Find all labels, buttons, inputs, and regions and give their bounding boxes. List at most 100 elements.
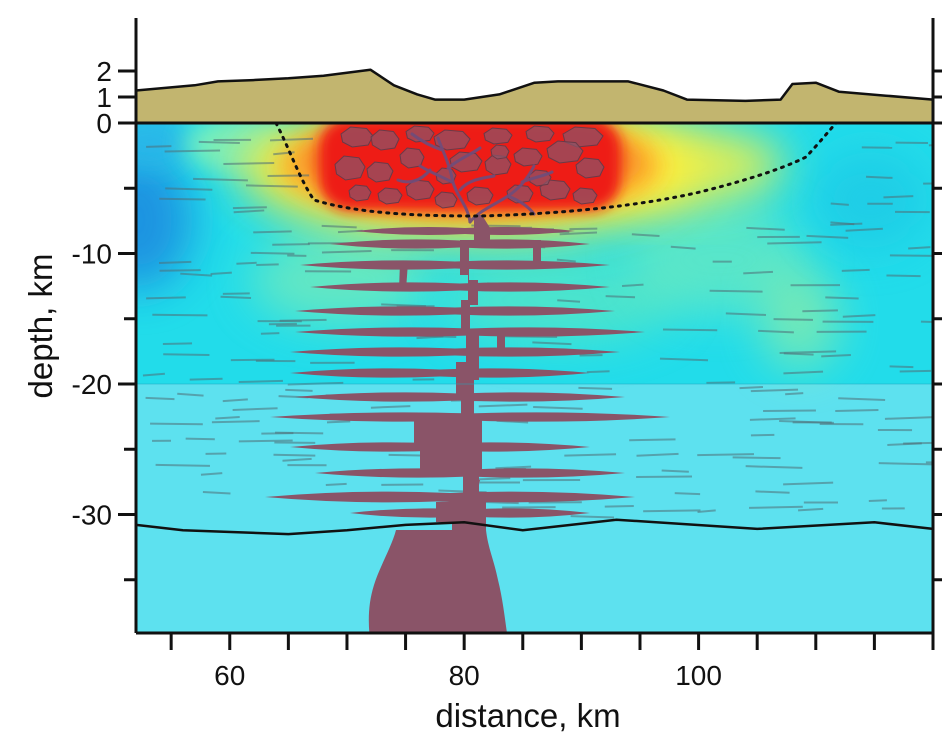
reflector-dash bbox=[745, 465, 803, 469]
reflector-dash bbox=[899, 369, 932, 373]
magma-chamber bbox=[368, 530, 507, 633]
reflector-dash bbox=[532, 341, 572, 346]
reflector-dash bbox=[749, 505, 803, 509]
reflector-dash bbox=[325, 482, 347, 487]
reflector-dash bbox=[783, 481, 834, 486]
reflector-dash bbox=[670, 245, 696, 250]
reflector-dash bbox=[758, 329, 794, 334]
reflector-dash bbox=[779, 419, 834, 424]
reflector-dash bbox=[256, 263, 279, 267]
reflector-dash bbox=[155, 463, 210, 467]
reflector-dash bbox=[750, 388, 799, 393]
reflector-dash bbox=[878, 462, 933, 466]
reflector-dash bbox=[185, 437, 215, 441]
reflector-dash bbox=[643, 509, 701, 513]
melt-pod bbox=[434, 191, 458, 209]
reflector-dash bbox=[564, 453, 617, 457]
reflector-dash bbox=[783, 370, 824, 375]
melt-pod bbox=[546, 140, 584, 164]
reflector-dash bbox=[163, 353, 210, 357]
melt-pod bbox=[405, 125, 435, 143]
reflector-dash bbox=[165, 187, 213, 191]
reflector-dash bbox=[198, 140, 240, 145]
melt-sill bbox=[355, 227, 575, 235]
reflector-dash bbox=[865, 175, 893, 179]
reflector-dash bbox=[223, 162, 275, 166]
reflector-dash bbox=[164, 149, 221, 153]
reflector-dash bbox=[177, 392, 204, 397]
reflector-dash bbox=[152, 313, 208, 317]
melt-pod bbox=[572, 187, 598, 205]
melt-pod bbox=[539, 179, 571, 201]
reflector-dash bbox=[586, 370, 610, 374]
reflector-dash bbox=[661, 469, 689, 473]
melt-pod bbox=[366, 161, 394, 183]
x-axis-ticks: 60 80 100 bbox=[169, 633, 935, 691]
reflector-dash bbox=[908, 246, 931, 250]
reflector-dash bbox=[631, 233, 660, 238]
reflector-dash bbox=[495, 465, 532, 470]
reflector-dash bbox=[835, 409, 879, 413]
reflector-dash bbox=[785, 392, 804, 396]
reflector-dash bbox=[233, 209, 265, 214]
melt-veins bbox=[396, 132, 554, 224]
reflector-dash bbox=[220, 295, 252, 300]
reflector-dash bbox=[604, 505, 634, 508]
lower-crust-layer bbox=[136, 384, 933, 633]
reflector-dash bbox=[245, 184, 298, 188]
reflector-dash bbox=[886, 274, 921, 278]
reflector-dash bbox=[159, 269, 201, 272]
y-tick-label: 0 bbox=[96, 108, 112, 139]
y-axis-ticks: 210 -10 -20 -30 bbox=[72, 56, 942, 582]
reflector-dash bbox=[838, 397, 886, 401]
reflector-dash bbox=[159, 197, 206, 201]
reflector-dash bbox=[920, 320, 934, 323]
x-tick-label: 60 bbox=[214, 660, 245, 691]
reflector-dash bbox=[570, 515, 615, 519]
melt-pod bbox=[370, 129, 400, 151]
reflector-dash bbox=[889, 365, 914, 369]
reflector-dash bbox=[830, 202, 849, 206]
reflector-dash bbox=[806, 234, 849, 239]
reflector-dash bbox=[162, 342, 193, 345]
reflector-dash bbox=[556, 258, 576, 263]
reflector-dash bbox=[285, 388, 313, 392]
reflector-dash bbox=[674, 492, 701, 496]
y-tick-label: 2 bbox=[96, 56, 112, 87]
reflector-dash bbox=[845, 227, 883, 232]
reflector-dash bbox=[889, 254, 934, 257]
reflector-dash bbox=[238, 379, 283, 384]
reflector-dash bbox=[253, 230, 292, 234]
reflector-dash bbox=[697, 509, 716, 514]
reflector-dash bbox=[250, 251, 295, 255]
reflector-dash bbox=[903, 441, 934, 445]
reflector-dash bbox=[830, 222, 863, 226]
reflector-dash bbox=[260, 332, 280, 335]
reflector-dash bbox=[236, 261, 257, 265]
melt-pod bbox=[449, 151, 483, 173]
melt-pod bbox=[490, 144, 510, 160]
anomaly-boundary bbox=[274, 123, 838, 218]
x-tick-label: 80 bbox=[449, 660, 480, 691]
reflector-dash bbox=[732, 456, 781, 460]
reflector-dash bbox=[193, 177, 248, 182]
reflector-dash bbox=[321, 250, 372, 254]
reflector-dash bbox=[884, 416, 934, 420]
reflector-dash bbox=[146, 145, 172, 148]
melt-pod bbox=[513, 147, 543, 167]
reflector-dash bbox=[578, 386, 613, 390]
reflector-dash bbox=[755, 490, 790, 494]
reflector-dash bbox=[821, 354, 851, 358]
reflector-dash bbox=[605, 295, 636, 299]
y-tick-label: 1 bbox=[96, 82, 112, 113]
reflector-dash bbox=[798, 507, 824, 512]
melt-sill bbox=[310, 282, 610, 292]
melt-pod bbox=[334, 155, 366, 181]
y-tick-label: -20 bbox=[72, 369, 112, 400]
reflector-dash bbox=[662, 328, 718, 332]
y-axis-title: depth, km bbox=[22, 254, 59, 399]
reflector-dash bbox=[697, 453, 754, 457]
reflector-dash bbox=[232, 206, 267, 210]
reflector-dash bbox=[841, 268, 870, 272]
